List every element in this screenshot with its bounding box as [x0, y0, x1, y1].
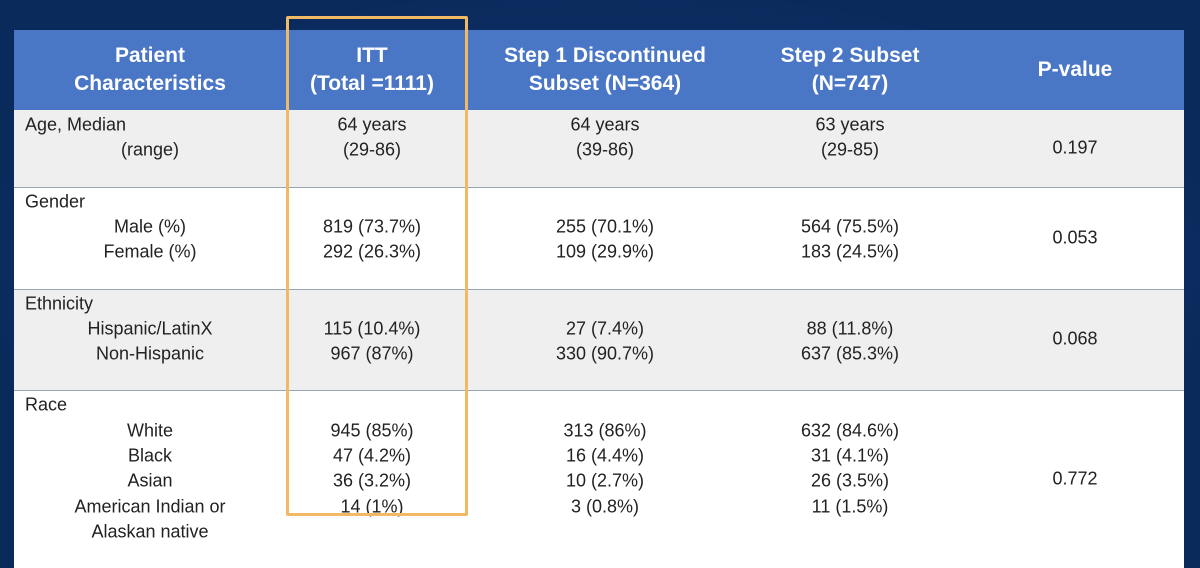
row-sublabel: Asian: [127, 470, 173, 491]
row-separator: [14, 186, 1184, 188]
row-sublabel: (range): [120, 139, 180, 160]
header-cell: P-value: [1037, 58, 1113, 81]
cell: (29-85): [820, 139, 880, 160]
row-label: Race: [25, 394, 68, 415]
cell: 115 (10.4%): [323, 318, 421, 339]
row-label: Age, Median: [25, 114, 127, 135]
cell: 967 (87%): [330, 343, 414, 364]
row-sublabel: White: [126, 420, 174, 441]
header-cell: Step 2 Subset: [780, 44, 920, 67]
header-cell: (Total =1111): [310, 72, 434, 95]
p-value: 0.197: [1052, 137, 1098, 158]
cell: 64 years: [570, 114, 640, 135]
row-sublabel: American Indian or: [74, 496, 226, 517]
cell: 313 (86%): [563, 420, 647, 441]
row-band: [14, 186, 1184, 289]
row-sublabel: Alaskan native: [91, 521, 209, 542]
cell: 27 (7.4%): [565, 318, 645, 339]
table: Patient Characteristics ITT (Total =1111) St…: [14, 30, 1184, 568]
highlight-box: [286, 16, 468, 516]
cell: 36 (3.2%): [332, 470, 412, 491]
row-sublabel: Hispanic/LatinX: [87, 318, 213, 339]
cell: 255 (70.1%): [555, 216, 655, 237]
cell: 26 (3.5%): [810, 470, 890, 491]
row-sublabel: Female (%): [103, 241, 197, 262]
cell: (29-86): [342, 139, 402, 160]
cell: 16 (4.4%): [565, 445, 645, 466]
header-cell: ITT: [356, 44, 388, 67]
cell: 88 (11.8%): [806, 318, 894, 339]
row-separator: [14, 288, 1184, 290]
header-cell: Patient: [114, 44, 186, 67]
p-value: 0.068: [1052, 328, 1098, 349]
cell: 3 (0.8%): [570, 496, 640, 517]
cell: 63 years: [815, 114, 885, 135]
cell: 10 (2.7%): [565, 470, 645, 491]
cell: 632 (84.6%): [800, 420, 900, 441]
cell: 109 (29.9%): [555, 241, 655, 262]
header-cell: Characteristics: [74, 72, 226, 95]
row-label: Gender: [25, 191, 86, 212]
header-cell: Step 1 Discontinued: [504, 44, 706, 67]
table-header: [14, 30, 1184, 110]
row-sublabel: Black: [127, 445, 173, 466]
cell: 31 (4.1%): [810, 445, 890, 466]
row-label: Ethnicity: [25, 293, 94, 313]
cell: (39-86): [575, 139, 635, 160]
row-sublabel: Non-Hispanic: [95, 343, 205, 364]
header-cell: Subset (N=364): [528, 72, 682, 95]
p-value: 0.772: [1052, 468, 1098, 489]
cell: 47 (4.2%): [332, 445, 412, 466]
cell: 637 (85.3%): [800, 343, 900, 364]
header-cell: (N=747): [811, 72, 889, 95]
row-separator: [14, 390, 1184, 392]
cell: 183 (24.5%): [800, 241, 900, 262]
cell: 292 (26.3%): [322, 241, 422, 262]
cell: 330 (90.7%): [555, 343, 655, 364]
cell: 819 (73.7%): [322, 216, 422, 237]
cell: 564 (75.5%): [800, 216, 900, 237]
cell: 945 (85%): [330, 420, 414, 441]
row-band: [14, 110, 1184, 187]
cell: 14 (1%): [340, 496, 404, 517]
cell: 11 (1.5%): [811, 496, 889, 517]
cell: 64 years: [337, 114, 407, 135]
p-value: 0.053: [1052, 227, 1098, 248]
row-band: [14, 288, 1184, 391]
row-sublabel: Male (%): [113, 216, 187, 237]
